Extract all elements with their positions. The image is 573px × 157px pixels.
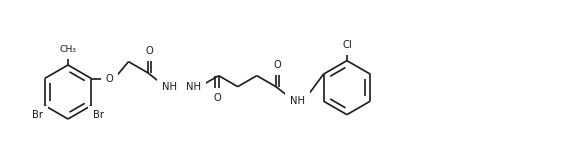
Text: NH: NH bbox=[291, 96, 305, 106]
Text: O: O bbox=[213, 93, 221, 103]
Text: CH₃: CH₃ bbox=[60, 45, 77, 54]
Text: O: O bbox=[105, 73, 113, 84]
Text: Br: Br bbox=[93, 111, 104, 121]
Text: O: O bbox=[145, 46, 153, 56]
Text: NH: NH bbox=[186, 82, 201, 92]
Text: O: O bbox=[273, 60, 281, 70]
Text: Cl: Cl bbox=[342, 40, 352, 50]
Text: Br: Br bbox=[32, 111, 42, 121]
Text: NH: NH bbox=[162, 82, 177, 92]
